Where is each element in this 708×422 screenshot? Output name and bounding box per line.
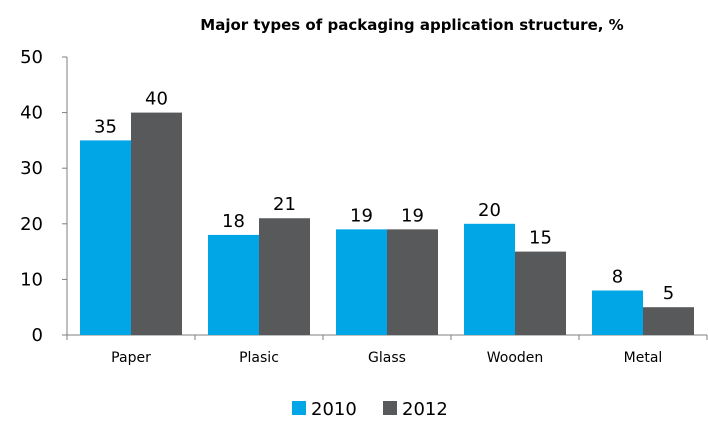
- data-label: 8: [612, 267, 623, 288]
- x-tick-label: Glass: [368, 350, 406, 366]
- bar-2012-glass: [387, 229, 438, 335]
- legend-label: 2012: [402, 399, 448, 420]
- y-tick-label: 50: [20, 47, 43, 68]
- bar-2012-plasic: [259, 218, 310, 335]
- bar-2012-paper: [131, 112, 182, 335]
- bar-2010-wooden: [464, 223, 515, 335]
- axes: 0 10 20 30 40 50 Paper Plasic Glass Wooden Metal: [20, 47, 708, 366]
- y-tick-label: 20: [20, 214, 43, 235]
- data-label: 21: [273, 194, 296, 215]
- data-label: 35: [94, 116, 117, 137]
- data-label: 40: [145, 89, 168, 110]
- legend-swatch-2012: [383, 401, 397, 415]
- bar-2010-glass: [336, 229, 387, 335]
- data-label: 5: [663, 283, 674, 304]
- legend-label: 2010: [311, 399, 357, 420]
- x-tick-label: Wooden: [487, 350, 544, 366]
- legend: 2010 2012: [292, 399, 448, 420]
- y-tick-label: 30: [20, 158, 43, 179]
- x-tick-label: Metal: [624, 350, 663, 366]
- bars: [80, 112, 694, 335]
- bar-2010-plasic: [208, 234, 259, 335]
- bar-2012-wooden: [515, 251, 566, 335]
- bar-2010-paper: [80, 140, 131, 335]
- data-label: 15: [529, 228, 552, 249]
- bar-2010-metal: [592, 290, 643, 335]
- legend-swatch-2010: [292, 401, 306, 415]
- y-tick-label: 40: [20, 103, 43, 124]
- data-label: 19: [350, 205, 373, 226]
- bar-2012-metal: [643, 307, 694, 335]
- data-labels: 35 18 19 20 8 40 21 19 15 5: [94, 89, 674, 305]
- data-label: 19: [401, 205, 424, 226]
- chart-title: Major types of packaging application str…: [200, 16, 623, 34]
- x-tick-label: Plasic: [239, 350, 279, 366]
- y-tick-label: 10: [20, 269, 43, 290]
- data-label: 20: [478, 200, 501, 221]
- data-label: 18: [222, 211, 245, 232]
- x-tick-label: Paper: [111, 350, 151, 366]
- y-tick-label: 0: [32, 325, 43, 346]
